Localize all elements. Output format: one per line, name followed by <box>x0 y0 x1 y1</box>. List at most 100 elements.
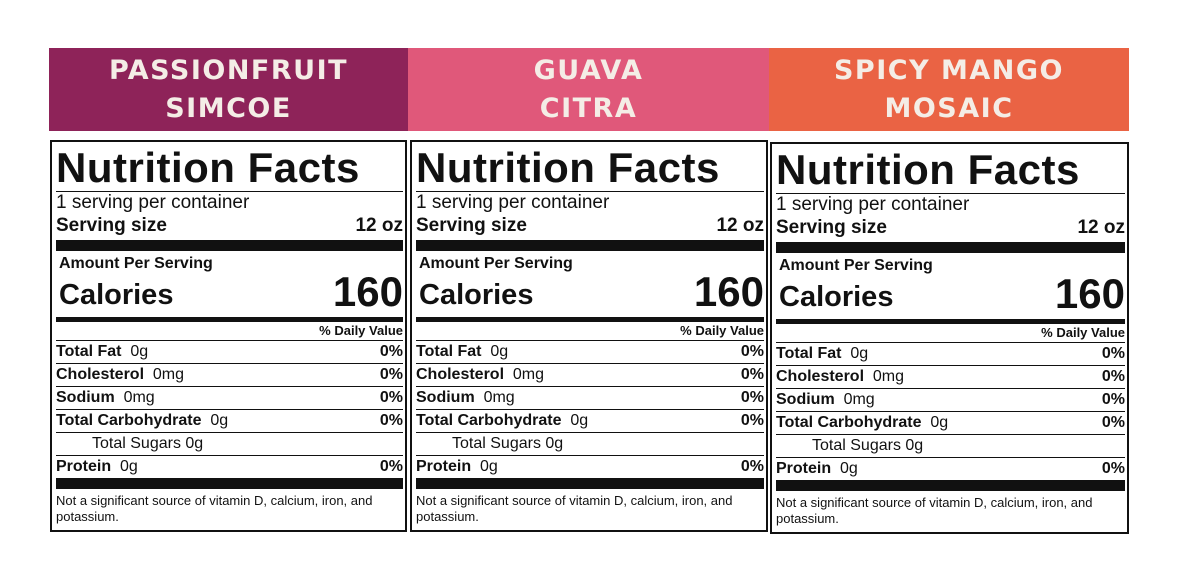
nutrient-row: Total Carbohydrate 0g 0% <box>56 409 403 432</box>
nutrient-daily-value: 0% <box>379 366 403 383</box>
nutrient-row: Total Fat 0g 0% <box>776 342 1125 365</box>
calories-label: Calories <box>779 281 894 313</box>
nutrient-amount: 0mg <box>483 389 515 406</box>
nutrient-name: Cholesterol <box>776 368 865 385</box>
amount-per-serving: Amount Per Serving <box>59 255 213 272</box>
nutrient-name: Total Carbohydrate <box>416 412 562 429</box>
nutrient-name: Protein <box>56 458 112 475</box>
banner-line-2: SIMCOE <box>165 92 292 124</box>
calories-value: 160 <box>1054 270 1125 317</box>
nutrient-name-amount: Sodium 0mg <box>56 387 155 409</box>
banner-line-2: MOSAIC <box>884 92 1014 124</box>
nutrient-name-amount: Total Fat 0g <box>416 341 508 363</box>
banner-spicy-mango-mosaic: SPICY MANGO MOSAIC <box>769 48 1129 131</box>
nutrient-name: Cholesterol <box>56 366 145 383</box>
nutrient-amount: 0mg <box>872 368 905 385</box>
serving-size-label: Serving size <box>776 217 887 238</box>
banner-line-1: SPICY MANGO <box>833 54 1065 86</box>
nutrient-name-amount: Total Sugars 0g <box>812 435 923 457</box>
nutrient-daily-value: 0% <box>1101 460 1125 477</box>
nutrient-row: Cholesterol 0mg 0% <box>416 363 764 386</box>
nutrient-row: Total Sugars 0g <box>56 432 403 455</box>
nutrient-name-amount: Cholesterol 0mg <box>56 364 184 386</box>
nutrient-amount: 0g <box>130 343 149 360</box>
banner-line-1: PASSIONFRUIT <box>108 54 349 86</box>
daily-value-header: % Daily Value <box>1041 325 1125 340</box>
banner-line-1: GUAVA <box>533 54 644 86</box>
serving-size-value: 12 oz <box>355 215 403 236</box>
calories-label: Calories <box>59 279 174 311</box>
nutrient-row: Protein 0g 0% <box>416 455 764 478</box>
footnote: Not a significant source of vitamin D, c… <box>56 493 373 524</box>
serving-size-value: 12 oz <box>716 215 764 236</box>
nutrient-row: Total Fat 0g 0% <box>56 340 403 363</box>
nutrition-facts-title: Nutrition Facts <box>776 146 1080 193</box>
nutrient-name-amount: Cholesterol 0mg <box>776 366 904 388</box>
footnote: Not a significant source of vitamin D, c… <box>776 495 1093 526</box>
nutrient-amount: 0g <box>490 343 509 360</box>
nutrient-row: Total Sugars 0g <box>776 434 1125 457</box>
nutrient-daily-value: 0% <box>379 458 403 475</box>
nutrient-name-amount: Protein 0g <box>416 456 498 478</box>
serving-size-value: 12 oz <box>1077 217 1125 238</box>
nutrition-label-guava-citra: Nutrition Facts 1 serving per container … <box>410 140 768 532</box>
serving-size-label: Serving size <box>416 215 527 236</box>
nutrient-daily-value: 0% <box>740 412 764 429</box>
nutrient-amount: 0g <box>120 458 138 475</box>
nutrient-row: Sodium 0mg 0% <box>56 386 403 409</box>
nutrient-row: Total Fat 0g 0% <box>416 340 764 363</box>
nutrient-daily-value: 0% <box>379 343 403 360</box>
nutrition-facts-title: Nutrition Facts <box>56 144 360 191</box>
nutrient-name-amount: Protein 0g <box>776 458 858 480</box>
nutrient-name-amount: Total Carbohydrate 0g <box>776 412 948 434</box>
servings-per-container: 1 serving per container <box>776 194 970 215</box>
daily-value-header: % Daily Value <box>680 323 764 338</box>
nutrient-daily-value: 0% <box>1101 414 1125 431</box>
nutrient-daily-value: 0% <box>740 458 764 475</box>
calories-row: Calories 160 <box>56 271 403 313</box>
calories-row: Calories 160 <box>416 271 764 313</box>
nutrition-facts-title: Nutrition Facts <box>416 144 720 191</box>
banner-line-2: CITRA <box>539 92 638 124</box>
nutrient-amount: 0g <box>850 345 869 362</box>
nutrient-daily-value: 0% <box>379 389 403 406</box>
nutrition-label-spicy-mango-mosaic: Nutrition Facts 1 serving per container … <box>770 142 1129 534</box>
nutrient-name-amount: Total Sugars 0g <box>452 433 563 455</box>
nutrient-row: Sodium 0mg 0% <box>776 388 1125 411</box>
calories-label: Calories <box>419 279 534 311</box>
nutrient-name: Cholesterol <box>416 366 505 383</box>
nutrient-name: Protein <box>776 460 832 477</box>
amount-per-serving: Amount Per Serving <box>779 257 933 274</box>
calories-row: Calories 160 <box>776 270 1125 317</box>
nutrient-name: Sodium <box>56 389 115 406</box>
nutrition-label-passionfruit-simcoe: Nutrition Facts 1 serving per container … <box>50 140 407 532</box>
nutrient-amount: 0g <box>840 460 858 477</box>
nutrient-name: Total Carbohydrate <box>776 414 922 431</box>
nutrient-name-amount: Total Fat 0g <box>56 341 148 363</box>
nutrient-amount: 0mg <box>123 389 155 406</box>
nutrient-row: Cholesterol 0mg 0% <box>776 365 1125 388</box>
nutrient-name-amount: Protein 0g <box>56 456 138 478</box>
nutrient-daily-value: 0% <box>740 389 764 406</box>
nutrient-name: Total Sugars 0g <box>452 435 564 452</box>
serving-size-label: Serving size <box>56 215 167 236</box>
nutrient-row: Protein 0g 0% <box>56 455 403 478</box>
nutrient-daily-value: 0% <box>1101 345 1125 362</box>
nutrient-row: Total Carbohydrate 0g 0% <box>416 409 764 432</box>
serving-size-row: Serving size 12 oz <box>776 216 1125 242</box>
nutrient-name-amount: Total Carbohydrate 0g <box>416 410 588 432</box>
nutrient-name: Total Sugars 0g <box>92 435 204 452</box>
nutrient-name: Total Carbohydrate <box>56 412 202 429</box>
nutrient-daily-value: 0% <box>740 343 764 360</box>
nutrient-amount: 0g <box>570 412 589 429</box>
serving-size-row: Serving size 12 oz <box>56 214 403 240</box>
nutrient-amount: 0g <box>480 458 498 475</box>
nutrient-name-amount: Sodium 0mg <box>416 387 515 409</box>
nutrient-name-amount: Sodium 0mg <box>776 389 875 411</box>
nutrient-amount: 0g <box>930 414 949 431</box>
nutrient-name: Total Fat <box>776 345 842 362</box>
nutrient-daily-value: 0% <box>1101 368 1125 385</box>
footnote: Not a significant source of vitamin D, c… <box>416 493 733 524</box>
nutrient-row: Cholesterol 0mg 0% <box>56 363 403 386</box>
nutrient-name: Total Fat <box>56 343 122 360</box>
